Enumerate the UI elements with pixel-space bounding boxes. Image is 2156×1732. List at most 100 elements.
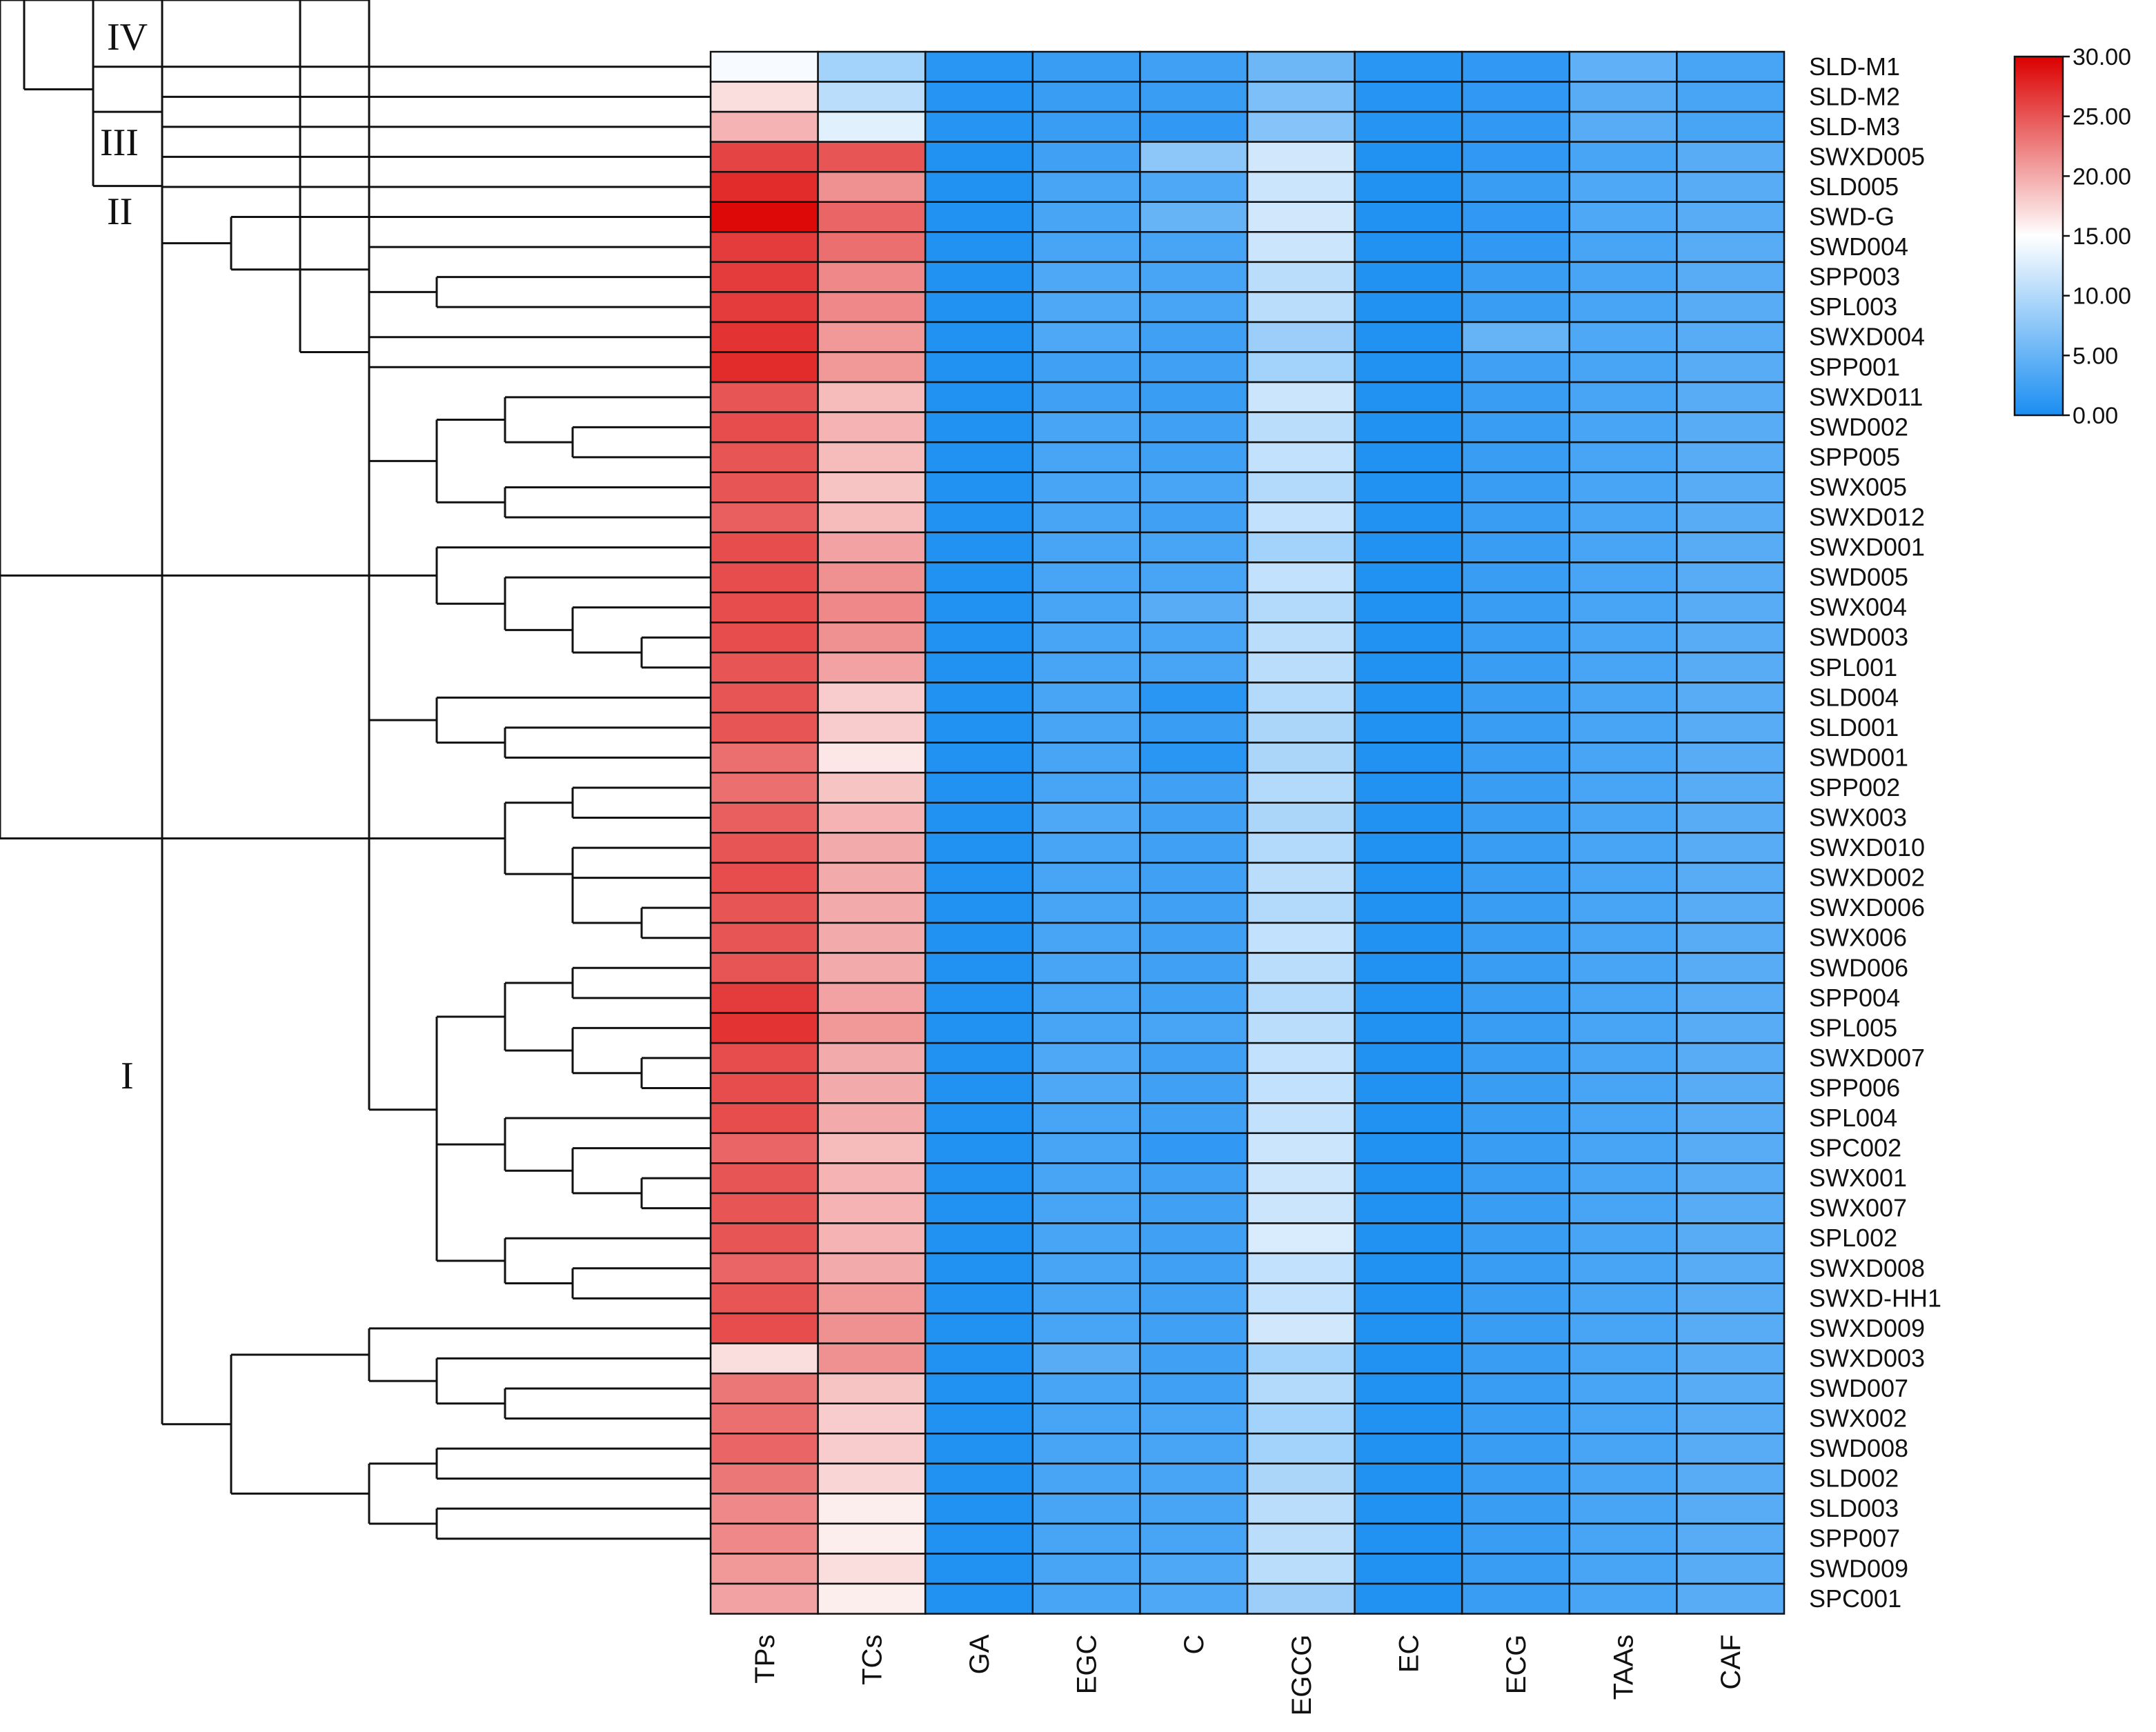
heatmap-cell: [1031, 561, 1141, 594]
row-label: SLD-M1: [1809, 52, 1900, 81]
heatmap-cell: [1354, 681, 1463, 714]
heatmap-cell: [1568, 141, 1678, 173]
heatmap-cell: [709, 471, 819, 504]
heatmap-cell: [709, 922, 819, 954]
heatmap-cell: [1354, 952, 1463, 984]
heatmap-cell: [1246, 1462, 1356, 1495]
heatmap-cell: [924, 621, 1034, 654]
heatmap-cell: [1354, 1342, 1463, 1375]
heatmap-cell: [1461, 1042, 1571, 1074]
heatmap-cell: [1246, 892, 1356, 924]
heatmap-cell: [1461, 531, 1571, 564]
row-label: SWXD005: [1809, 142, 1925, 170]
heatmap-cell: [709, 1553, 819, 1585]
heatmap-cell: [1354, 351, 1463, 384]
heatmap-cell: [1461, 1282, 1571, 1315]
heatmap-cell: [1461, 1553, 1571, 1585]
heatmap-cell: [1354, 1192, 1463, 1224]
heatmap-cell: [924, 291, 1034, 323]
heatmap-cell: [1139, 1162, 1249, 1195]
heatmap-cell: [817, 862, 927, 894]
heatmap-cell: [1676, 771, 1786, 804]
heatmap-cell: [1676, 922, 1786, 954]
heatmap-cell: [1246, 291, 1356, 323]
row-label: SWD007: [1809, 1374, 1908, 1402]
heatmap-cell: [1139, 501, 1249, 534]
heatmap-cell: [1568, 1402, 1678, 1435]
column-label: TCs: [857, 1635, 887, 1685]
row-label: SWXD007: [1809, 1044, 1925, 1072]
heatmap-cell: [1676, 1012, 1786, 1044]
row-label: SWD002: [1809, 412, 1908, 441]
heatmap-cell: [817, 141, 927, 173]
heatmap-cell: [709, 381, 819, 413]
heatmap-cell: [1354, 321, 1463, 353]
heatmap-cell: [1139, 1372, 1249, 1404]
heatmap-cell: [817, 351, 927, 384]
heatmap-cell: [709, 1582, 819, 1615]
row-label: SPP007: [1809, 1524, 1900, 1553]
heatmap-cell: [1354, 1553, 1463, 1585]
heatmap-cell: [1568, 802, 1678, 834]
heatmap-cell: [1031, 591, 1141, 624]
heatmap-cell: [1676, 1493, 1786, 1525]
heatmap-cell: [1461, 771, 1571, 804]
heatmap-cell: [1461, 141, 1571, 173]
heatmap-cell: [1676, 1252, 1786, 1284]
heatmap-cell: [1461, 231, 1571, 263]
heatmap-cell: [1354, 862, 1463, 894]
heatmap-cell: [1139, 771, 1249, 804]
heatmap-cell: [709, 1433, 819, 1465]
heatmap-cell: [924, 231, 1034, 263]
heatmap-cell: [1568, 1312, 1678, 1344]
cluster-label: I: [121, 1055, 134, 1097]
heatmap-cell: [1246, 1582, 1356, 1615]
heatmap-cell: [1246, 1222, 1356, 1255]
heatmap-cell: [1139, 1342, 1249, 1375]
heatmap-cell: [1461, 1222, 1571, 1255]
heatmap-cell: [1461, 1072, 1571, 1104]
heatmap-cell: [1246, 561, 1356, 594]
heatmap-cell: [1139, 621, 1249, 654]
heatmap-cell: [1676, 291, 1786, 323]
heatmap-cell: [1139, 1433, 1249, 1465]
heatmap-cell: [924, 591, 1034, 624]
heatmap-cell: [709, 711, 819, 744]
heatmap-cell: [1139, 982, 1249, 1014]
heatmap-cell: [1031, 501, 1141, 534]
heatmap-cell: [1246, 1132, 1356, 1164]
heatmap-cell: [1354, 982, 1463, 1014]
heatmap-cell: [817, 1462, 927, 1495]
heatmap-cell: [1246, 802, 1356, 834]
heatmap-cell: [1139, 1102, 1249, 1135]
heatmap-cell: [1139, 1462, 1249, 1495]
heatmap-cell: [817, 1132, 927, 1164]
heatmap-cell: [817, 771, 927, 804]
heatmap-cell: [1139, 170, 1249, 203]
heatmap-cell: [1354, 832, 1463, 864]
heatmap-cell: [1568, 1252, 1678, 1284]
heatmap-cell: [1031, 1342, 1141, 1375]
heatmap-cell: [1354, 1012, 1463, 1044]
row-label: SPL003: [1809, 292, 1897, 321]
heatmap-cell: [709, 1372, 819, 1404]
heatmap-cell: [1568, 261, 1678, 293]
heatmap-cell: [1676, 81, 1786, 113]
heatmap-cell: [1139, 441, 1249, 473]
heatmap-cell: [1139, 110, 1249, 143]
heatmap-cell: [1568, 1162, 1678, 1195]
heatmap-cell: [1461, 982, 1571, 1014]
heatmap-cell: [1139, 231, 1249, 263]
heatmap-cell: [709, 1012, 819, 1044]
heatmap-cell: [1246, 1072, 1356, 1104]
heatmap-cell: [924, 802, 1034, 834]
heatmap-cell: [1031, 1372, 1141, 1404]
heatmap-cell: [924, 1553, 1034, 1585]
heatmap-cell: [1461, 591, 1571, 624]
column-label: C: [1179, 1635, 1209, 1655]
heatmap-cell: [817, 531, 927, 564]
column-label: EGC: [1072, 1635, 1102, 1695]
heatmap-cell: [817, 802, 927, 834]
heatmap-cell: [709, 291, 819, 323]
heatmap-cell: [709, 1282, 819, 1315]
